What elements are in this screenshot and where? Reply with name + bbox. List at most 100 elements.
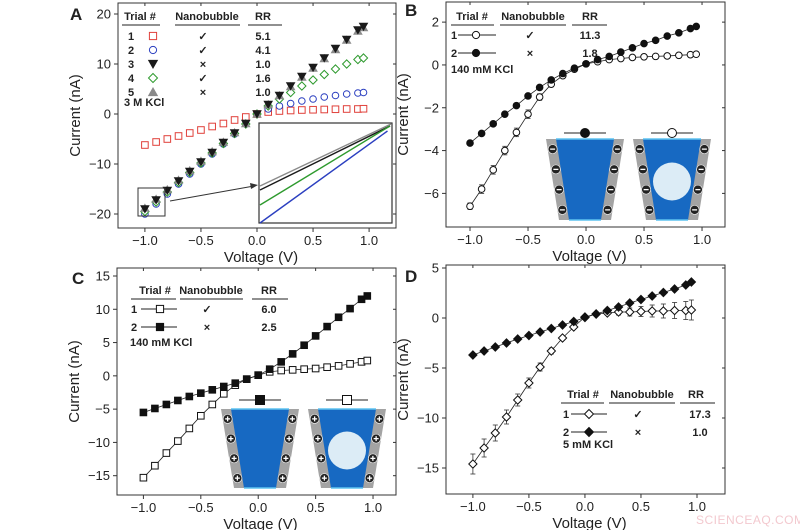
- data-point: [580, 312, 590, 323]
- data-point: [219, 119, 228, 128]
- legend-rr-value: 1.0: [692, 427, 707, 439]
- data-point: [524, 378, 534, 388]
- data-point: [274, 91, 285, 101]
- data-point: [490, 428, 501, 438]
- data-point: [286, 99, 295, 108]
- data-point: [628, 53, 637, 62]
- data-point: [466, 202, 474, 211]
- x-tick-label: 0.0: [249, 500, 267, 515]
- data-point: [613, 307, 624, 317]
- data-point: [219, 390, 228, 398]
- data-point: [197, 126, 205, 134]
- legend-rr-value: 2.5: [261, 322, 276, 334]
- x-tick-label: 1.0: [688, 499, 706, 514]
- data-point: [277, 358, 285, 366]
- data-point: [593, 55, 602, 64]
- pore-legend-marker: [342, 395, 352, 405]
- x-tick-label: 0.5: [307, 500, 325, 515]
- data-point: [570, 64, 579, 72]
- data-point: [617, 48, 625, 56]
- data-point: [308, 63, 318, 73]
- data-point: [252, 110, 262, 119]
- data-point: [624, 298, 635, 308]
- legend-header: Trial #: [124, 11, 156, 23]
- data-point: [219, 382, 228, 391]
- legend-marker: [155, 322, 165, 332]
- x-tick-label: 1.0: [364, 500, 382, 515]
- y-tick-label: 0: [432, 57, 439, 72]
- data-point: [479, 346, 489, 356]
- legend-header: Nanobubble: [179, 285, 243, 297]
- check-icon: ✓: [198, 73, 207, 85]
- x-tick-label: −1.0: [131, 500, 157, 515]
- data-point: [477, 185, 486, 193]
- data-point: [353, 26, 363, 35]
- legend-trial-number: 2: [128, 45, 134, 57]
- inset-zoom: [137, 122, 393, 224]
- x-tick-label: −1.0: [132, 233, 158, 248]
- cross-icon: ×: [200, 87, 206, 99]
- y-axis-label: Current (nA): [395, 73, 412, 156]
- data-point: [501, 412, 512, 422]
- cross-icon: ×: [635, 427, 641, 439]
- data-point: [139, 408, 148, 417]
- y-tick-label: −5: [424, 361, 439, 376]
- nanopore-schematic: [546, 128, 711, 221]
- y-tick-label: −6: [424, 186, 439, 201]
- inset-series-line: [259, 123, 392, 187]
- check-icon: ✓: [202, 304, 211, 316]
- data-point: [174, 437, 182, 445]
- legend-rr-value: 1.6: [255, 73, 270, 85]
- data-point: [240, 119, 251, 129]
- y-tick-label: −4: [424, 143, 439, 158]
- data-point: [675, 51, 683, 60]
- x-tick-label: −0.5: [188, 233, 214, 248]
- panel-label: B: [405, 1, 417, 20]
- data-point: [669, 305, 680, 316]
- data-point: [263, 100, 274, 110]
- data-point: [490, 342, 501, 352]
- legend-trial-number: 1: [451, 30, 457, 42]
- legend-marker: [148, 31, 158, 41]
- y-tick-label: 0: [103, 368, 110, 383]
- y-tick-label: 0: [432, 311, 439, 326]
- data-point: [300, 365, 308, 373]
- data-point: [477, 129, 486, 138]
- legend-marker: [583, 426, 595, 438]
- pore-electrolyte: [231, 409, 289, 488]
- data-point: [319, 69, 330, 80]
- data-point: [359, 88, 368, 97]
- y-tick-label: 10: [96, 302, 110, 317]
- data-point: [636, 294, 646, 305]
- x-tick-label: 0.0: [248, 233, 266, 248]
- data-point: [208, 122, 216, 131]
- data-point: [265, 365, 274, 373]
- legend-row: 2 × 1.0: [563, 426, 708, 439]
- data-point: [285, 82, 296, 91]
- data-point: [141, 141, 149, 149]
- nanobubble: [653, 162, 691, 201]
- legend-rr-value: 5.1: [255, 31, 270, 43]
- x-axis-label: Voltage (V): [224, 249, 298, 266]
- y-tick-label: −15: [88, 468, 110, 483]
- data-point: [658, 306, 669, 316]
- data-point: [686, 277, 697, 287]
- legend-row: 4 ✓ 1.6: [128, 72, 271, 85]
- data-point: [346, 304, 354, 313]
- legend-trial-number: 1: [563, 409, 569, 421]
- data-point: [358, 22, 369, 32]
- data-point: [298, 97, 306, 105]
- data-point: [174, 132, 183, 140]
- data-point: [151, 196, 161, 205]
- y-tick-label: −5: [95, 402, 110, 417]
- inset-series-line: [259, 125, 391, 191]
- nanopore-schematic: [221, 395, 386, 489]
- legend: Trial # Nanobubble RR 1 ✓ 11.3 2 × 1.8 140 mM KCl: [451, 11, 607, 76]
- data-point: [479, 443, 489, 453]
- legend-electrolyte-note: 5 mM KCl: [563, 439, 613, 451]
- check-icon: ✓: [633, 409, 642, 421]
- data-point: [651, 52, 660, 61]
- data-point: [568, 322, 579, 332]
- data-point: [466, 139, 474, 147]
